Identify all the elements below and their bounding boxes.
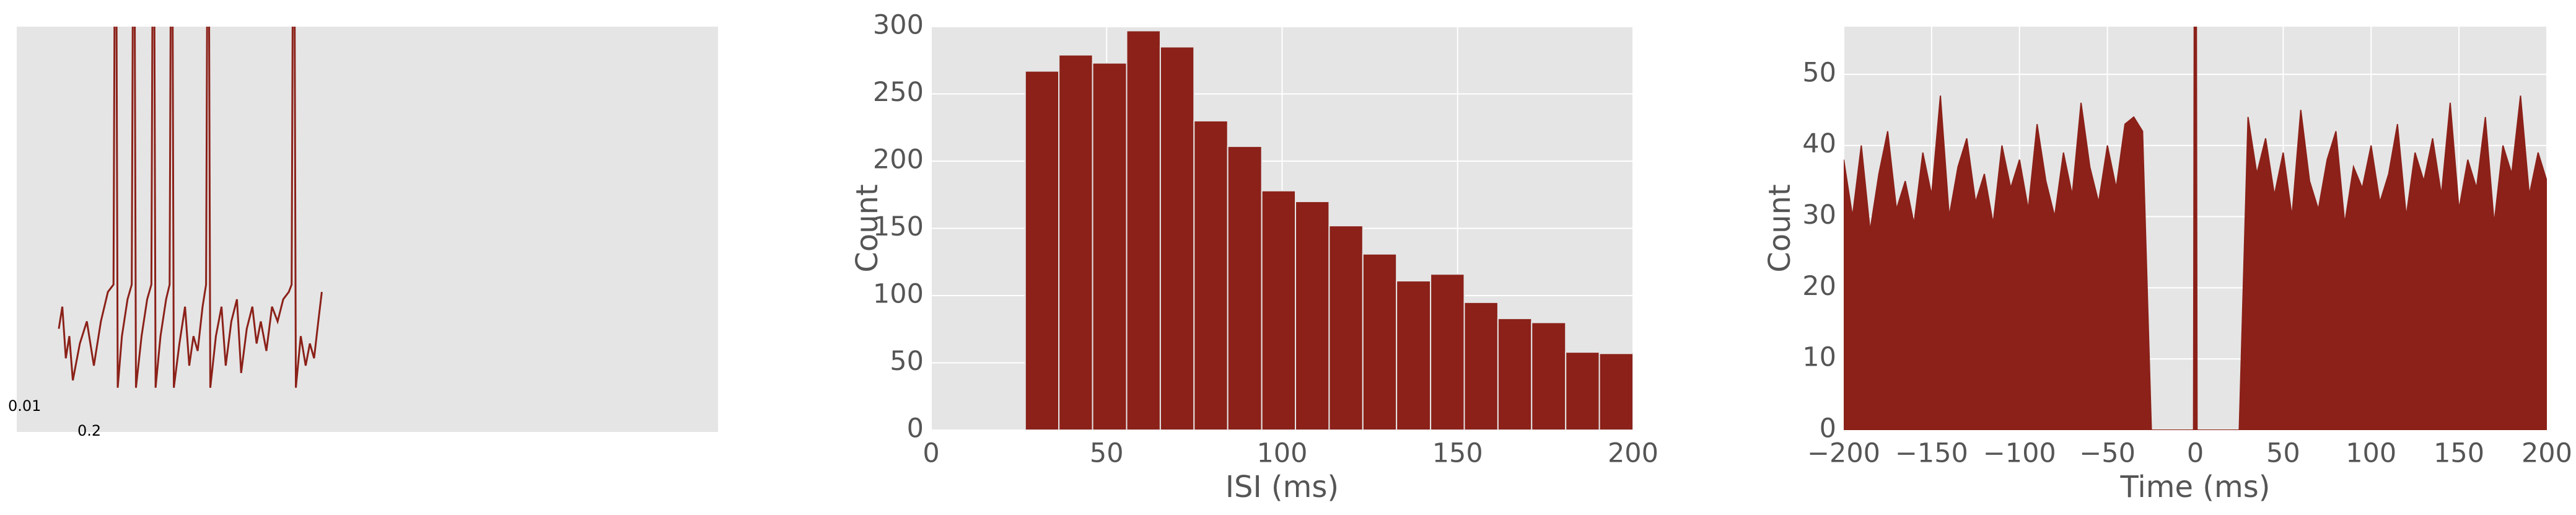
panel: 0 50 100 150 200 250 300 0 50 100 150 200 ISI (ms) Co…: [850, 10, 1658, 505]
y-axis-label: Count: [850, 184, 885, 273]
x-tick-label: 0: [922, 438, 939, 469]
y-axis-label: Count: [1763, 184, 1797, 273]
y-tick-label: 50: [1802, 57, 1836, 88]
panel: 0.01 0.2: [8, 27, 718, 439]
bar: [1058, 54, 1093, 430]
x-tick-label: 100: [1256, 438, 1307, 469]
bar: [1328, 225, 1364, 430]
bar: [1126, 30, 1161, 430]
bar: [1497, 317, 1533, 430]
y-tick-label: 0: [907, 413, 924, 444]
x-tick-label: 0: [2187, 438, 2204, 469]
x-tick-label: 150: [2434, 438, 2484, 469]
plot-area: [1844, 27, 2547, 430]
x-tick-label: −50: [2079, 438, 2136, 469]
scale-bar-label: 0.2: [77, 422, 101, 439]
y-tick-label: 300: [873, 10, 924, 41]
bar: [1430, 273, 1465, 430]
bar: [1362, 253, 1398, 430]
x-tick-label: −150: [1895, 438, 1968, 469]
y-tick-label: 30: [1802, 200, 1836, 231]
y-tick-label: 40: [1802, 128, 1836, 159]
y-tick-label: 100: [873, 279, 924, 310]
y-tick-label: 20: [1802, 271, 1836, 302]
x-tick-label: −100: [1983, 438, 2056, 469]
bar: [1261, 190, 1297, 430]
y-tick-label: 150: [873, 211, 924, 242]
y-tick-label: 0: [1820, 413, 1836, 444]
x-tick-label: 200: [1608, 438, 1658, 469]
bar: [1598, 353, 1633, 430]
scale-bar-label: 0.01: [8, 397, 41, 415]
x-axis-label: Time (ms): [2120, 470, 2271, 504]
plot-area: [1024, 30, 1633, 430]
y-tick-label: 200: [873, 144, 924, 175]
area: [1844, 27, 2547, 430]
bar: [1463, 301, 1499, 430]
y-tick-label: 10: [1802, 342, 1836, 373]
x-tick-label: 200: [2521, 438, 2572, 469]
bar: [1024, 70, 1060, 430]
x-tick-label: −200: [1807, 438, 1880, 469]
bar: [1396, 280, 1432, 430]
x-tick-label: 50: [1090, 438, 1124, 469]
x-tick-label: 50: [2266, 438, 2300, 469]
x-tick-label: 150: [1432, 438, 1483, 469]
bar: [1159, 46, 1195, 430]
trace-line: [58, 27, 323, 388]
y-tick-label: 250: [873, 77, 924, 108]
bar: [1227, 146, 1263, 430]
x-axis-label: ISI (ms): [1225, 470, 1339, 504]
bar: [1193, 120, 1229, 430]
plot-background: [17, 27, 718, 432]
y-tick-label: 50: [890, 346, 924, 377]
bar: [1531, 322, 1567, 430]
bar: [1295, 201, 1330, 430]
x-tick-label: 100: [2346, 438, 2396, 469]
panel: 0 10 20 30 40 50 −200 −150 −100 −50 0 50 100 150 200 Ti…: [1763, 27, 2572, 504]
bar: [1565, 351, 1600, 430]
bar: [1092, 62, 1128, 430]
plot-area: [58, 27, 323, 388]
